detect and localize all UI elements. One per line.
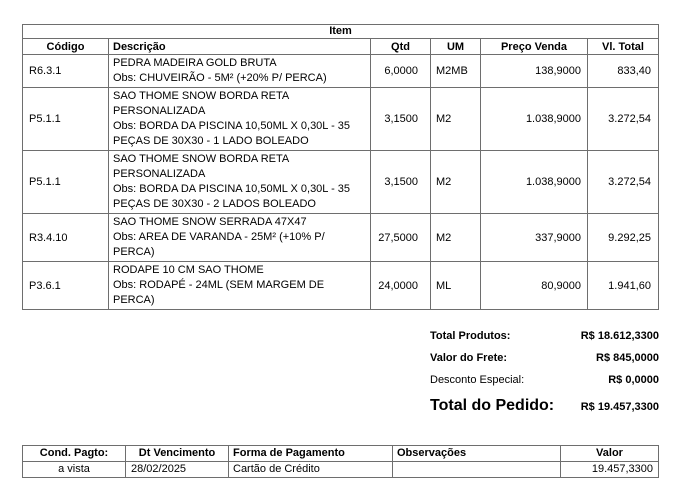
payment-valor: 19.457,3300 [560,461,659,478]
item-codigo: P5.1.1 [22,87,109,151]
item-um: M2 [430,87,481,151]
column-header-codigo: Código [22,38,109,55]
item-vl-total: 3.272,54 [587,87,659,151]
total-pedido-value: R$ 19.457,3300 [580,401,659,413]
item-product-name: SAO THOME SNOW SERRADA 47X47 [113,216,307,228]
item-preco-venda: 337,9000 [480,213,588,262]
column-header-vl-total: Vl. Total [587,38,659,55]
item-product-name: RODAPE 10 CM SAO THOME [113,264,264,276]
item-product-name: SAO THOME SNOW BORDA RETA PERSONALIZADA [113,90,289,117]
item-obs: Obs: BORDA DA PISCINA 10,50ML X 0,30L - … [113,120,351,147]
total-pedido-label: Total do Pedido: [430,397,555,414]
item-preco-venda: 1.038,9000 [480,150,588,214]
payment-header-row: Cond. Pagto: Dt Vencimento Forma de Paga… [22,445,659,462]
item-descricao: RODAPE 10 CM SAO THOME Obs: RODAPÉ - 24M… [108,261,371,310]
column-header-forma-pagamento: Forma de Pagamento [228,445,393,462]
item-descricao: PEDRA MADEIRA GOLD BRUTA Obs: CHUVEIRÃO … [108,54,371,88]
item-descricao: SAO THOME SNOW BORDA RETA PERSONALIZADA … [108,87,371,151]
column-header-um: UM [430,38,481,55]
item-um: M2MB [430,54,481,88]
item-product-name: PEDRA MADEIRA GOLD BRUTA [113,57,277,69]
item-qtd: 3,1500 [370,150,431,214]
item-codigo: R6.3.1 [22,54,109,88]
valor-frete-value: R$ 845,0000 [596,352,659,364]
item-qtd: 6,0000 [370,54,431,88]
column-header-dt-vencimento: Dt Vencimento [125,445,229,462]
valor-frete-label: Valor do Frete: [430,352,508,364]
payment-table: Cond. Pagto: Dt Vencimento Forma de Paga… [22,445,659,478]
desconto-especial-label: Desconto Especial: [430,374,525,386]
item-vl-total: 3.272,54 [587,150,659,214]
item-row: P5.1.1 SAO THOME SNOW BORDA RETA PERSONA… [22,87,659,151]
total-produtos-label: Total Produtos: [430,330,511,342]
item-row: P3.6.1 RODAPE 10 CM SAO THOME Obs: RODAP… [22,261,659,310]
item-codigo: P3.6.1 [22,261,109,310]
item-vl-total: 9.292,25 [587,213,659,262]
item-descricao: SAO THOME SNOW SERRADA 47X47 Obs: AREA D… [108,213,371,262]
payment-dt-vencimento: 28/02/2025 [125,461,229,478]
item-row: R6.3.1 PEDRA MADEIRA GOLD BRUTA Obs: CHU… [22,54,659,88]
item-row: P5.1.1 SAO THOME SNOW BORDA RETA PERSONA… [22,150,659,214]
valor-frete-row: Valor do Frete: R$ 845,0000 [430,352,659,374]
payment-row: a vista 28/02/2025 Cartão de Crédito 19.… [22,461,659,478]
item-table-title-row: Item [22,24,659,39]
column-header-qtd: Qtd [370,38,431,55]
item-vl-total: 1.941,60 [587,261,659,310]
item-um: ML [430,261,481,310]
item-um: M2 [430,150,481,214]
item-qtd: 3,1500 [370,87,431,151]
payment-forma-pagamento: Cartão de Crédito [228,461,393,478]
column-header-observacoes: Observações [392,445,561,462]
column-header-descricao: Descrição [108,38,371,55]
item-table: Item Código Descrição Qtd UM Preço Venda… [22,24,659,310]
column-header-cond-pagto: Cond. Pagto: [22,445,126,462]
item-descricao: SAO THOME SNOW BORDA RETA PERSONALIZADA … [108,150,371,214]
item-qtd: 24,0000 [370,261,431,310]
total-pedido-row: Total do Pedido: R$ 19.457,3300 [430,397,659,423]
item-qtd: 27,5000 [370,213,431,262]
total-produtos-row: Total Produtos: R$ 18.612,3300 [430,330,659,352]
total-produtos-value: R$ 18.612,3300 [580,330,659,342]
item-obs: Obs: BORDA DA PISCINA 10,50ML X 0,30L - … [113,183,351,210]
item-preco-venda: 1.038,9000 [480,87,588,151]
item-um: M2 [430,213,481,262]
totals-summary: Total Produtos: R$ 18.612,3300 Valor do … [430,330,659,423]
item-obs: Obs: CHUVEIRÃO - 5M² (+20% P/ PERCA) [113,72,327,84]
item-preco-venda: 138,9000 [480,54,588,88]
payment-cond-pagto: a vista [22,461,126,478]
item-preco-venda: 80,9000 [480,261,588,310]
desconto-especial-value: R$ 0,0000 [608,374,659,386]
column-header-preco-venda: Preço Venda [480,38,588,55]
item-obs: Obs: AREA DE VARANDA - 25M² (+10% P/ PER… [113,231,325,258]
item-vl-total: 833,40 [587,54,659,88]
item-table-header-row: Código Descrição Qtd UM Preço Venda Vl. … [22,38,659,55]
item-obs: Obs: RODAPÉ - 24ML (SEM MARGEM DE PERCA) [113,279,325,306]
item-table-title: Item [22,24,659,39]
column-header-valor: Valor [560,445,659,462]
item-row: R3.4.10 SAO THOME SNOW SERRADA 47X47 Obs… [22,213,659,262]
item-product-name: SAO THOME SNOW BORDA RETA PERSONALIZADA [113,153,289,180]
item-codigo: P5.1.1 [22,150,109,214]
desconto-especial-row: Desconto Especial: R$ 0,0000 [430,374,659,396]
payment-observacoes [392,461,561,478]
item-codigo: R3.4.10 [22,213,109,262]
